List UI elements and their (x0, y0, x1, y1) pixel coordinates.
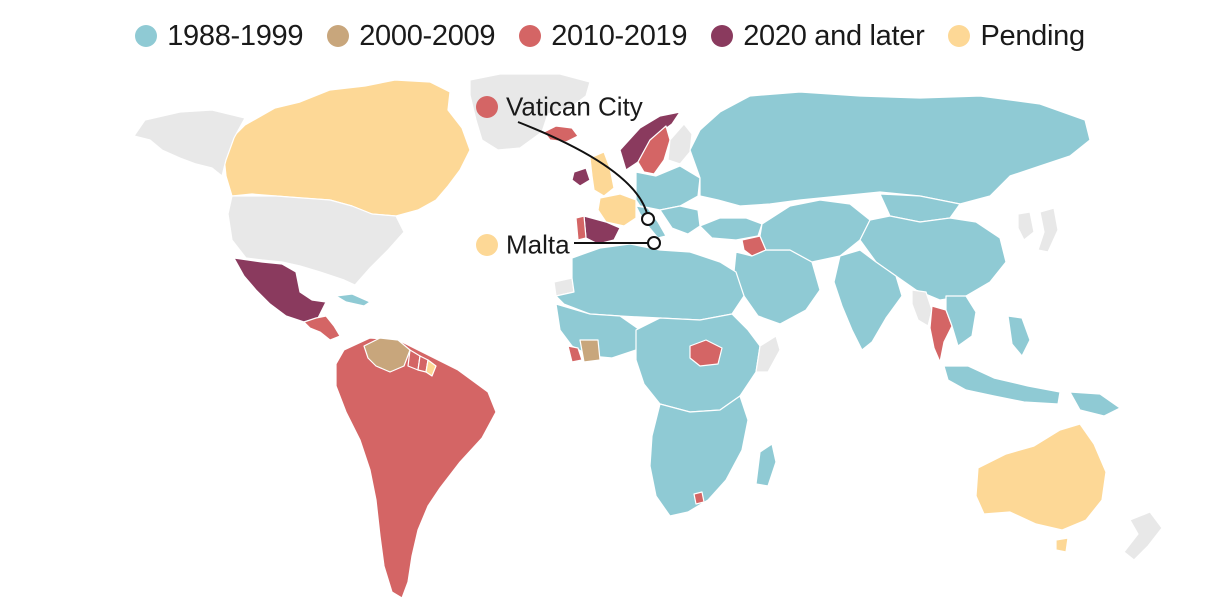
legend-label: Pending (980, 19, 1085, 52)
region-central-america (303, 315, 341, 341)
region-new-zealand (1123, 511, 1163, 561)
region-lesotho (693, 491, 705, 505)
region-liberia (567, 345, 583, 363)
region-iceland (543, 125, 579, 143)
land-group (133, 73, 1163, 599)
region-indochina (945, 295, 977, 347)
region-portugal (575, 215, 587, 241)
malta-label: Malta (506, 229, 570, 260)
legend-item-2000-2009: 2000-2009 (327, 19, 496, 53)
region-southern-africa (649, 395, 749, 517)
legend-swatch (135, 25, 158, 47)
legend-label: 2020 and later (743, 19, 925, 52)
region-papua-new-guinea (1069, 391, 1121, 417)
region-ivory-coast (579, 339, 601, 363)
region-united-kingdom (589, 151, 615, 197)
region-india (833, 249, 903, 351)
region-middle-east (733, 249, 821, 325)
legend-swatch (519, 25, 542, 47)
legend-item-pending: Pending (948, 19, 1085, 53)
region-ireland (571, 167, 591, 187)
region-myanmar (911, 289, 933, 327)
region-united-states (227, 195, 405, 286)
region-madagascar (755, 443, 777, 487)
region-russia (689, 91, 1091, 207)
region-korea (1017, 211, 1035, 241)
region-france (597, 193, 637, 227)
region-tasmania (1055, 537, 1069, 553)
region-south-america (335, 337, 497, 599)
vatican-callout: Vatican City (476, 90, 643, 123)
region-greenland (469, 73, 591, 151)
legend-swatch (948, 25, 971, 47)
vatican-marker (641, 212, 655, 226)
malta-callout: Malta (476, 228, 570, 261)
legend: 1988-1999 2000-2009 2010-2019 2020 and l… (0, 14, 1220, 58)
region-japan (1037, 207, 1059, 253)
region-china (859, 215, 1007, 301)
legend-label: 1988-1999 (167, 19, 304, 52)
region-mexico (233, 257, 327, 323)
malta-marker (647, 236, 661, 250)
legend-swatch (711, 25, 734, 47)
region-central-asia (759, 199, 871, 263)
legend-item-2010-2019: 2010-2019 (519, 19, 688, 53)
region-alaska (133, 109, 246, 177)
region-finland (667, 123, 693, 165)
legend-label: 2010-2019 (551, 19, 688, 52)
legend-label: 2000-2009 (359, 19, 496, 52)
legend-item-1988-1999: 1988-1999 (135, 19, 304, 53)
vatican-label: Vatican City (506, 91, 643, 122)
region-north-africa (555, 243, 745, 321)
legend-item-2020-and-later: 2020 and later (711, 19, 925, 53)
region-south-sudan (689, 339, 723, 367)
region-somalia (755, 335, 781, 373)
vatican-leader-line (517, 121, 649, 219)
region-french-guiana (425, 359, 437, 377)
region-balkans (659, 205, 701, 235)
callout-lines (517, 121, 661, 250)
region-west-africa (555, 303, 641, 359)
malta-swatch (476, 234, 498, 257)
region-australia (975, 423, 1107, 531)
region-venezuela (363, 337, 411, 373)
region-sweden (637, 125, 671, 175)
region-philippines (1007, 315, 1031, 357)
region-indonesia (943, 365, 1061, 405)
vatican-swatch (476, 96, 498, 119)
legend-swatch (327, 25, 350, 47)
region-canada (223, 79, 471, 217)
region-cuba (335, 293, 371, 307)
region-turkey (699, 217, 763, 241)
